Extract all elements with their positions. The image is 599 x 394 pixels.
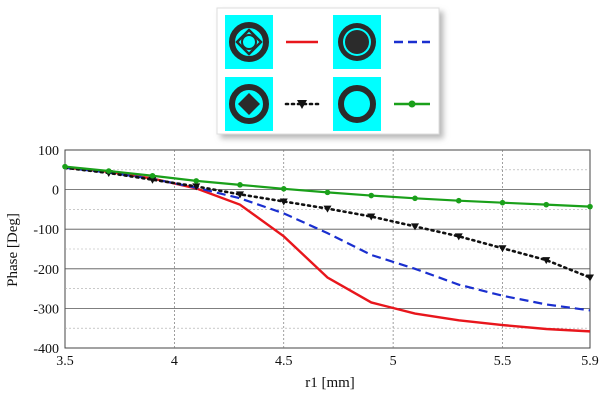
circle-ring-with-filled-disk-icon xyxy=(338,23,376,61)
data-point xyxy=(499,199,506,206)
x-tick-label: 3.5 xyxy=(56,354,74,369)
data-point xyxy=(367,213,376,221)
data-point xyxy=(192,183,201,191)
data-point xyxy=(62,163,68,170)
y-tick-label: 100 xyxy=(38,144,59,159)
data-point xyxy=(543,201,550,208)
data-point xyxy=(280,186,287,192)
plot-frame xyxy=(64,149,591,349)
data-point xyxy=(412,195,418,202)
x-tick-label: 5.5 xyxy=(494,354,512,369)
data-point xyxy=(587,203,593,210)
y-tick-label: 0 xyxy=(52,184,59,199)
legend-sample-4 xyxy=(394,100,430,108)
data-point xyxy=(236,191,244,199)
series-4 xyxy=(62,163,593,210)
data-point xyxy=(454,233,463,241)
y-axis-title: Phase [Deg] xyxy=(5,213,21,287)
x-tick-label: 5.9 xyxy=(581,354,599,369)
legend-marker xyxy=(297,100,307,109)
open-ring-icon xyxy=(338,85,376,123)
x-axis-title: r1 [mm] xyxy=(305,375,355,391)
legend-sample-3 xyxy=(284,100,320,109)
y-tick-label: -300 xyxy=(33,302,59,317)
y-tick-label: -100 xyxy=(33,223,59,238)
data-point xyxy=(324,189,331,196)
circle-ring-with-filled-diamond-icon xyxy=(229,84,269,124)
data-point xyxy=(542,257,551,265)
y-tick-label: -400 xyxy=(33,342,59,357)
data-point xyxy=(149,172,156,179)
y-tick-label: -200 xyxy=(33,263,59,278)
series-3 xyxy=(63,166,594,282)
data-point xyxy=(193,178,200,184)
x-tick-label: 4.5 xyxy=(275,354,293,369)
x-tick-label: 5 xyxy=(390,354,397,369)
data-point xyxy=(279,198,288,206)
data-point xyxy=(411,223,419,231)
data-point xyxy=(498,245,507,253)
data-point xyxy=(148,176,157,184)
legend-marker xyxy=(408,100,416,108)
data-point xyxy=(586,274,594,282)
circle-ring-with-diamond-ring-icon xyxy=(229,22,269,62)
data-point xyxy=(323,205,332,213)
data-point xyxy=(368,192,375,199)
data-point xyxy=(455,197,462,204)
legend xyxy=(216,7,440,135)
data-point xyxy=(105,168,112,174)
data-point xyxy=(237,182,243,188)
x-tick-label: 4 xyxy=(171,354,178,369)
